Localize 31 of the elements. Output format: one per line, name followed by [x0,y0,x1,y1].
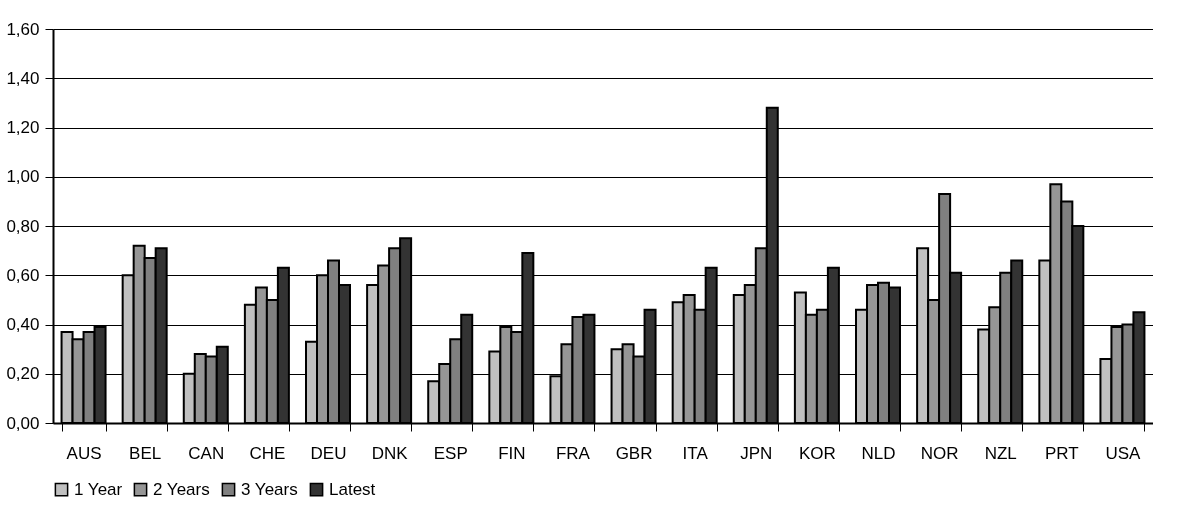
x-tick-label: PRT [1044,443,1079,463]
x-tick-label: NLD [861,443,896,463]
y-tick-label: 1,20 [6,118,40,137]
y-tick-label: 0,20 [6,364,40,384]
x-tick-label: KOR [798,443,836,463]
x-tick-label: BEL [129,443,162,463]
y-tick-label: 0,80 [6,216,40,236]
legend-label: 3 Years [241,479,298,499]
x-tick-label: ESP [433,443,468,463]
x-tick-label: FIN [498,443,526,463]
x-tick-label: ITA [682,443,709,463]
legend-label: 2 Years [153,479,210,499]
x-tick-label: CHE [249,443,286,463]
x-tick-label: DEU [310,443,347,463]
x-tick-label: NOR [920,443,959,463]
y-tick-label: 0,00 [6,413,40,433]
y-tick-label: 1,60 [6,19,40,39]
y-tick-label: 1,00 [6,167,40,187]
x-tick-label: USA [1105,443,1142,463]
x-tick-label: CAN [188,443,225,463]
x-tick-label: AUS [66,443,102,463]
x-tick-label: JPN [740,443,773,463]
y-tick-label: 0,60 [6,265,40,285]
legend-label: 1 Year [74,479,123,499]
x-tick-label: DNK [371,443,409,463]
y-tick-label: 1,40 [6,68,40,88]
x-tick-label: NZL [984,443,1017,463]
x-tick-label: GBR [615,443,653,463]
x-tick-label: FRA [555,443,591,463]
legend-label: Latest [329,479,376,499]
y-tick-label: 0,40 [6,315,40,334]
